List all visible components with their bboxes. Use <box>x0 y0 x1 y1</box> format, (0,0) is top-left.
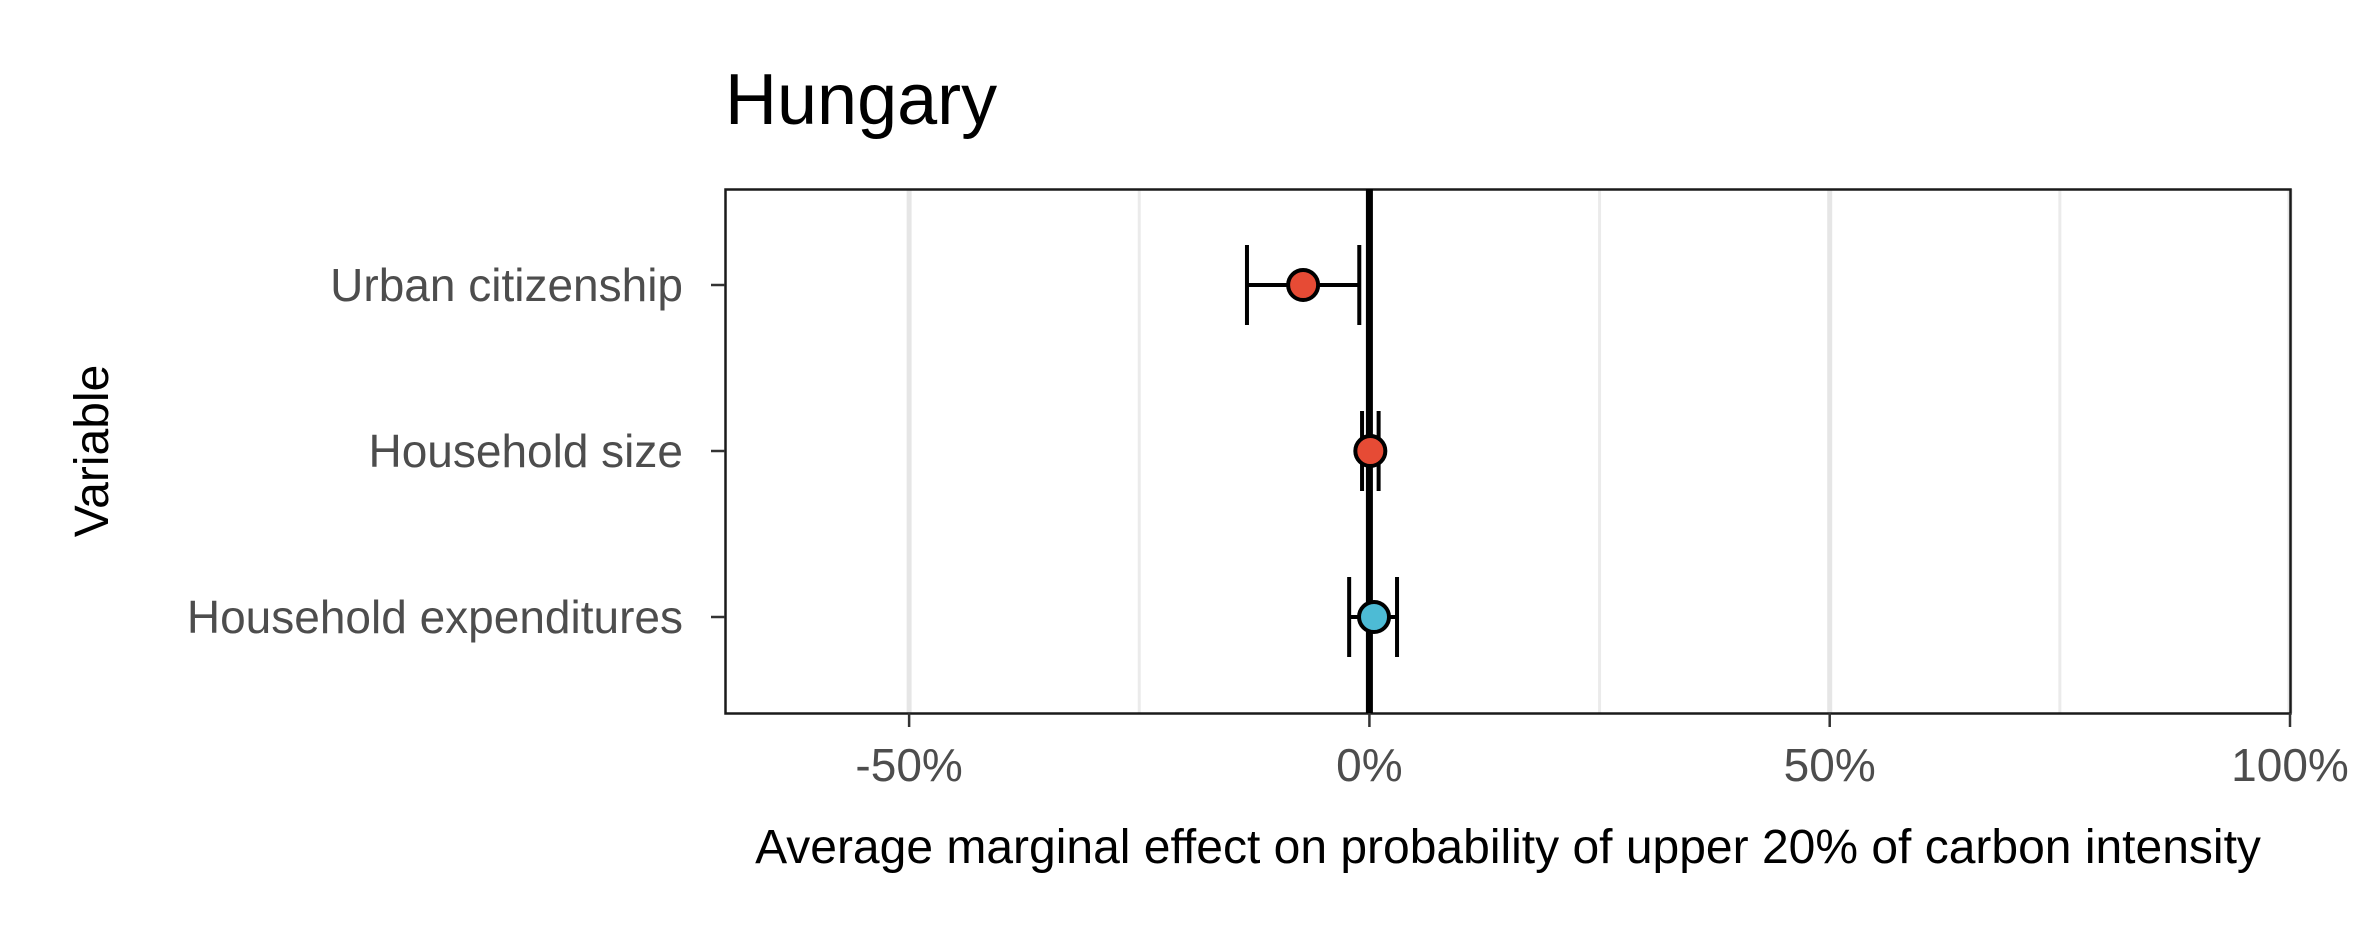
plot-panel <box>724 188 2292 715</box>
grid-lines <box>906 189 2293 713</box>
x-axis-title: Average marginal effect on probability o… <box>755 821 2261 874</box>
y-axis: Urban citizenship Household size Household… <box>187 259 725 643</box>
x-axis: -50% 0% 50% 100% <box>855 713 2349 791</box>
x-tick-label: -50% <box>855 739 962 791</box>
y-tick-label: Household size <box>368 425 683 477</box>
y-tick-label: Household expenditures <box>187 591 683 643</box>
data-points <box>1244 245 1400 657</box>
y-tick-label: Urban citizenship <box>330 259 683 311</box>
x-tick-label: 50% <box>1784 739 1876 791</box>
y-axis-title: Variable <box>66 365 119 538</box>
data-point <box>1286 268 1321 302</box>
data-point <box>1357 600 1392 634</box>
chart-title: Hungary <box>725 60 997 140</box>
x-tick-label: 100% <box>2231 739 2349 791</box>
x-tick-label: 0% <box>1336 739 1402 791</box>
data-point <box>1353 434 1388 468</box>
